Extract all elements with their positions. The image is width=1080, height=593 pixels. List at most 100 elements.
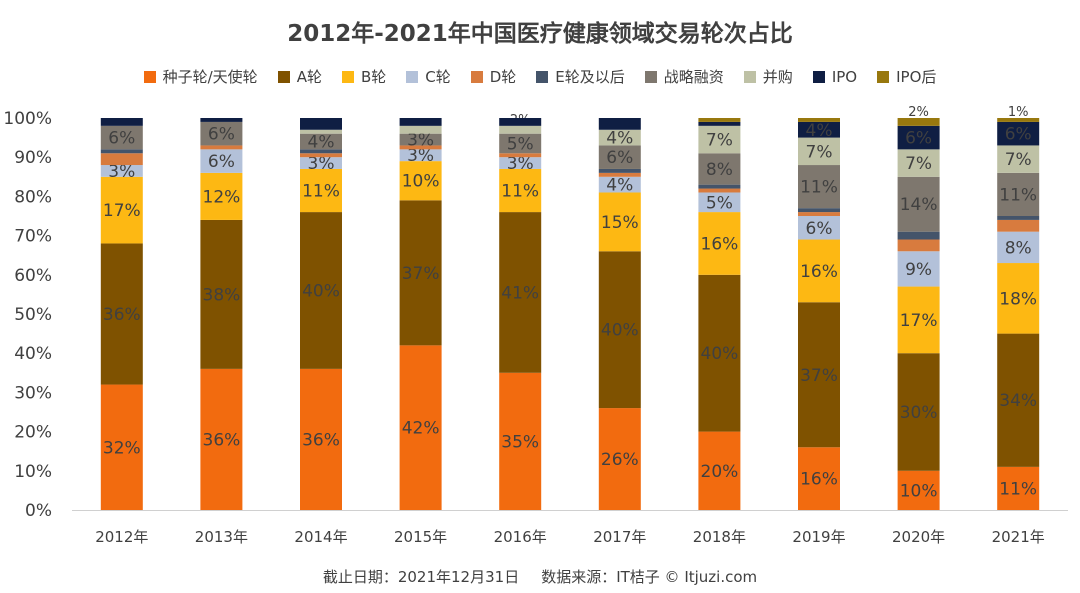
bar-segment: [300, 153, 342, 158]
bar-segment: [399, 149, 442, 162]
bar-segment: [698, 121, 741, 126]
legend-item: A轮: [277, 66, 322, 87]
legend-label: IPO后: [896, 68, 937, 86]
bar-segment: [499, 212, 542, 373]
bar-segment: [399, 161, 442, 201]
data-label: 26%: [601, 450, 639, 470]
data-label: 11%: [800, 178, 838, 198]
bar-segment: [598, 168, 641, 173]
data-label: 4%: [806, 121, 833, 141]
x-tick-label: 2020年: [892, 528, 945, 546]
y-tick-label: 50%: [14, 305, 52, 325]
data-label: 34%: [999, 391, 1037, 411]
data-label: 11%: [999, 185, 1037, 205]
data-label: 36%: [203, 430, 241, 450]
bar-segment: [200, 118, 243, 122]
bar-segment: [499, 153, 542, 158]
bar-segment: [100, 243, 143, 385]
data-label: 38%: [203, 285, 241, 305]
data-label: 5%: [507, 134, 534, 154]
bar-segment: [897, 118, 940, 126]
bar-segment: [300, 168, 342, 213]
legend-item: B轮: [341, 66, 386, 87]
bar-segment: [698, 118, 741, 122]
data-label: 6%: [108, 129, 135, 149]
data-label: 18%: [999, 289, 1037, 309]
data-label: 3%: [308, 154, 335, 174]
data-label: 6%: [1005, 125, 1032, 145]
data-label: 40%: [302, 281, 340, 301]
legend-label: 种子轮/天使轮: [162, 68, 258, 86]
bar-segment: [499, 157, 542, 169]
data-label: 37%: [800, 366, 838, 386]
legend-label: IPO: [831, 67, 858, 86]
bar-segment: [300, 118, 342, 130]
data-label: 6%: [905, 129, 932, 149]
data-source-text: 数据来源：IT桔子 © Itjuzi.com: [541, 568, 758, 586]
bar-segment: [997, 231, 1040, 264]
x-tick-label: 2014年: [294, 528, 347, 546]
data-label: 30%: [900, 403, 938, 423]
legend-label: 战略融资: [663, 68, 724, 86]
data-label: 9%: [905, 260, 932, 280]
bar-segment: [499, 168, 542, 213]
data-label: 11%: [501, 182, 539, 202]
x-tick-label: 2021年: [992, 528, 1045, 546]
bar-segment: [798, 208, 840, 213]
legend-item: 并购: [743, 66, 793, 87]
bar-segment: [997, 466, 1040, 510]
data-label: 8%: [706, 160, 733, 180]
data-label: 6%: [208, 125, 235, 145]
bar-segment: [300, 133, 342, 150]
x-tick-label: 2016年: [494, 528, 547, 546]
legend-item: IPO后: [877, 66, 936, 87]
bar-segment: [698, 192, 741, 213]
x-tick-label: 2012年: [95, 528, 148, 546]
x-tick-label: 2013年: [195, 528, 248, 546]
bar-segment: [897, 239, 940, 252]
data-label: 7%: [1005, 150, 1032, 170]
legend-swatch: [536, 70, 549, 83]
bar-segment: [399, 200, 442, 346]
data-label: 14%: [900, 195, 938, 215]
bar-segment: [399, 118, 442, 126]
bar-segment: [100, 118, 143, 126]
y-tick-label: 30%: [14, 383, 52, 403]
bar-segment: [897, 125, 940, 150]
y-tick-label: 20%: [14, 423, 52, 443]
x-tick-label: 2015年: [394, 528, 447, 546]
data-label: 3%: [407, 131, 434, 151]
bar-segment: [100, 149, 143, 154]
bar-segment: [897, 176, 940, 232]
y-tick-label: 40%: [14, 344, 52, 364]
legend-label: E轮及以后: [555, 68, 625, 86]
data-label: 17%: [900, 311, 938, 331]
bar-segment: [997, 145, 1040, 173]
data-label: 5%: [706, 193, 733, 213]
data-label: 2%: [908, 105, 929, 120]
bar-segment: [698, 274, 741, 432]
chart-title: 2012年-2021年中国医疗健康领域交易轮次占比: [287, 21, 793, 47]
data-label: 42%: [402, 419, 440, 439]
bar-segment: [200, 368, 243, 510]
data-label: 41%: [501, 283, 539, 303]
bar-segment: [698, 431, 741, 510]
bar-segment: [300, 157, 342, 169]
bar-segment: [798, 137, 840, 166]
legend-swatch: [143, 70, 156, 83]
data-label: 4%: [308, 133, 335, 153]
legend-swatch: [470, 70, 483, 83]
data-label: 35%: [501, 432, 539, 452]
data-label: 36%: [302, 430, 340, 450]
bar-segment: [200, 149, 243, 173]
legend-label: 并购: [762, 68, 793, 86]
bar-segment: [300, 212, 342, 369]
bar-segment: [798, 216, 840, 240]
bar-segment: [598, 145, 641, 169]
x-tick-label: 2019年: [792, 528, 845, 546]
data-label: 3%: [507, 154, 534, 174]
bar-segment: [200, 219, 243, 369]
bar-segment: [698, 212, 741, 275]
data-label: 40%: [601, 321, 639, 341]
